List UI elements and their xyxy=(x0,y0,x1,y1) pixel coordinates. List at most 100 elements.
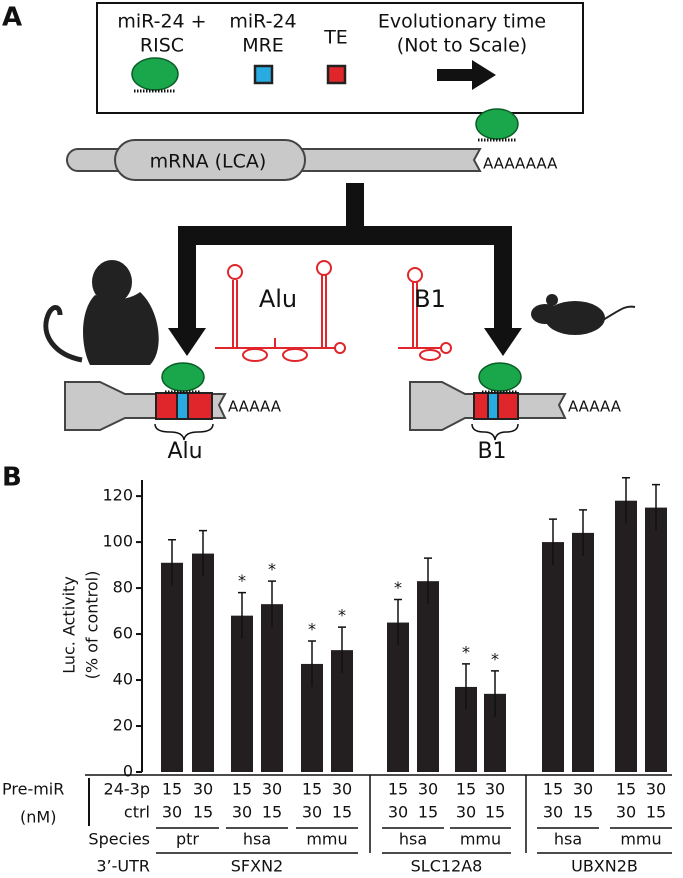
mrna-label: mRNA (LCA) xyxy=(150,151,267,173)
te-icon xyxy=(326,64,347,85)
bar xyxy=(301,663,323,772)
gene-label: SFXN2 xyxy=(231,857,283,876)
te-label: Alu xyxy=(259,285,297,313)
legend-text: miR-24 + xyxy=(117,11,206,33)
row-label: Pre-miR xyxy=(2,780,64,799)
legend-text: miR-24 xyxy=(229,11,296,33)
species-label: mmu xyxy=(306,830,347,849)
y-axis-label: Luc. Activity xyxy=(60,576,79,674)
x-tick-label: 30 xyxy=(616,803,636,822)
mre-icon xyxy=(253,64,274,85)
error-bar xyxy=(268,580,276,628)
error-bar xyxy=(308,640,316,687)
species-label: hsa xyxy=(243,830,271,849)
error-bar xyxy=(394,598,402,646)
error-bar xyxy=(168,539,176,586)
tree-arrows xyxy=(168,183,522,356)
legend-box xyxy=(96,2,584,114)
bar xyxy=(331,650,353,772)
bar xyxy=(192,553,214,772)
gene-label: UBXN2B xyxy=(571,857,638,876)
x-tick-label: 15 xyxy=(302,780,322,799)
legend-text: RISC xyxy=(140,35,184,57)
te-label: Alu xyxy=(167,439,202,464)
x-tick-label: 15 xyxy=(616,780,636,799)
row-label: (nM) xyxy=(20,808,56,827)
x-tick-label: 30 xyxy=(332,780,352,799)
significance: * xyxy=(308,619,316,638)
significance: * xyxy=(491,649,499,668)
y-axis-label: (% of control) xyxy=(83,571,102,680)
te-label: B1 xyxy=(477,439,506,464)
species-label: hsa xyxy=(399,830,427,849)
bar xyxy=(572,532,594,772)
legend-text: Evolutionary time xyxy=(378,11,546,33)
polya: AAAAAAA xyxy=(483,155,558,173)
bar xyxy=(261,604,283,772)
x-tick-label: 30 xyxy=(456,803,476,822)
error-bar xyxy=(652,483,660,531)
error-bar xyxy=(199,529,207,577)
error-bar xyxy=(549,518,557,566)
bar xyxy=(231,615,253,772)
significance: * xyxy=(268,560,276,579)
x-tick-label: 30 xyxy=(418,780,438,799)
x-tick-label: 15 xyxy=(418,803,438,822)
row-label: 3’-UTR xyxy=(96,857,150,876)
significance: * xyxy=(462,642,470,661)
te-label: B1 xyxy=(414,285,446,313)
x-tick-label: 15 xyxy=(332,803,352,822)
x-tick-label: 30 xyxy=(162,803,182,822)
row-label: Species xyxy=(88,830,150,849)
mouse xyxy=(531,294,636,335)
mrna-mouse xyxy=(409,362,567,441)
x-tick-label: 15 xyxy=(162,780,182,799)
y-tick-label: 100 xyxy=(102,532,133,551)
x-tick-label: 30 xyxy=(543,803,563,822)
mrna-lca xyxy=(66,108,519,181)
alu-structure xyxy=(215,260,346,362)
error-bar xyxy=(579,509,587,556)
x-tick-label: 30 xyxy=(388,803,408,822)
polya: AAAAA xyxy=(568,398,622,416)
significance: * xyxy=(338,606,346,625)
x-tick-label: 15 xyxy=(456,780,476,799)
species-label: hsa xyxy=(554,830,582,849)
y-tick-label: 120 xyxy=(102,486,133,505)
risc-icon xyxy=(131,57,179,93)
x-tick-label: 30 xyxy=(485,780,505,799)
gene-label: SLC12A8 xyxy=(411,857,483,876)
species-label: mmu xyxy=(620,830,661,849)
significance: * xyxy=(394,578,402,597)
bar xyxy=(615,500,637,772)
x-tick-label: 15 xyxy=(646,803,666,822)
x-tick-label: 15 xyxy=(193,803,213,822)
y-tick-label: 20 xyxy=(113,716,133,735)
panel-label: B xyxy=(2,463,22,493)
error-bar xyxy=(338,626,346,674)
x-tick-label: 15 xyxy=(543,780,563,799)
species-label: mmu xyxy=(460,830,501,849)
x-tick-label: 30 xyxy=(573,780,593,799)
time-arrow xyxy=(437,60,496,90)
x-tick-label: 30 xyxy=(646,780,666,799)
x-tick-label: 15 xyxy=(262,803,282,822)
x-tick-label: 30 xyxy=(302,803,322,822)
species-label: ptr xyxy=(176,830,199,849)
legend-text: MRE xyxy=(242,35,284,57)
b1-structure xyxy=(398,267,452,361)
polya: AAAAA xyxy=(228,398,282,416)
bar xyxy=(161,562,183,772)
y-tick-label: 60 xyxy=(113,624,133,643)
error-bar xyxy=(424,557,432,605)
error-bar xyxy=(238,591,246,639)
bar xyxy=(645,507,667,772)
bar xyxy=(417,581,439,772)
y-tick-label: 0 xyxy=(123,762,133,781)
error-bar xyxy=(491,670,499,717)
x-tick-label: 15 xyxy=(388,780,408,799)
x-tick-label: 15 xyxy=(232,780,252,799)
x-tick-label: 15 xyxy=(573,803,593,822)
x-tick-label: 30 xyxy=(232,803,252,822)
